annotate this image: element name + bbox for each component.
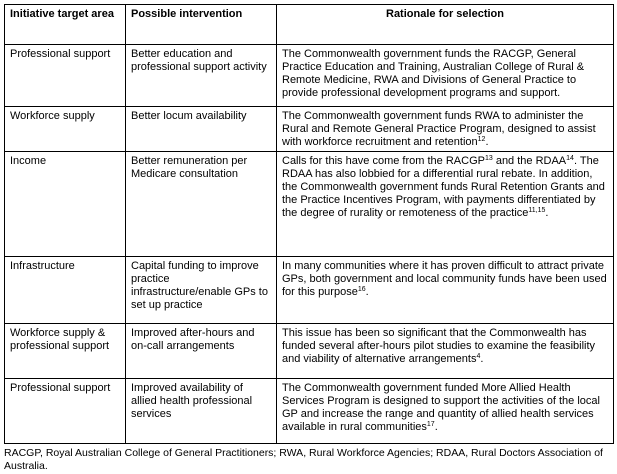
reference: 16	[357, 286, 366, 293]
intervention-cell: Better locum availability	[125, 106, 277, 152]
area-cell: Income	[4, 151, 126, 257]
rationale-text: . The RDAA has also lobbied for a differ…	[282, 155, 605, 219]
reference: 17	[426, 421, 435, 428]
intervention-cell: Better remuneration per Medicare consult…	[125, 151, 277, 257]
area-cell: Infrastructure	[4, 256, 126, 324]
reference: 4	[476, 353, 481, 360]
rationale-text: The Commonwealth government funds RWA to…	[282, 110, 596, 148]
table: Initiative target area Possible interven…	[4, 4, 614, 444]
rationale-cell: The Commonwealth government funds the RA…	[276, 44, 614, 107]
reference: 14	[566, 155, 574, 162]
rationale-text: In many communities where it has proven …	[282, 260, 607, 298]
intervention-cell: Better education and professional suppor…	[125, 44, 277, 107]
rationale-text: The Commonwealth government funds the RA…	[282, 48, 585, 99]
table-row: Workforce supply & professional support I…	[4, 323, 614, 379]
table-row: Professional support Better education and…	[4, 44, 614, 107]
area-cell: Professional support	[4, 44, 126, 107]
table-row: Professional support Improved availabilit…	[4, 378, 614, 444]
area-cell: Workforce supply	[4, 106, 126, 152]
reference: 13	[484, 155, 493, 162]
rationale-text: This issue has been so significant that …	[282, 327, 596, 365]
area-cell: Workforce supply & professional support	[4, 323, 126, 379]
rationale-text: Calls for this have come from the RACGP	[282, 155, 485, 167]
rationale-cell: The Commonwealth government funded More …	[276, 378, 614, 444]
reference: 12	[477, 136, 486, 143]
rationale-text: .	[480, 353, 484, 365]
rationale-cell: Calls for this have come from the RACGP1…	[276, 151, 614, 257]
header-cell: Initiative target area	[4, 4, 126, 45]
rationale-text: .	[365, 286, 369, 298]
rationale-text: .	[485, 136, 489, 148]
rationale-cell: This issue has been so significant that …	[276, 323, 614, 379]
rationale-text: .	[434, 421, 438, 433]
reference: 11,15	[528, 207, 546, 214]
table-row: Workforce supply Better locum availabilit…	[4, 106, 614, 152]
intervention-cell: Improved after-hours and on-call arrange…	[125, 323, 277, 379]
header-row: Initiative target area Possible interven…	[4, 4, 614, 45]
rationale-text: The Commonwealth government funded More …	[282, 382, 600, 433]
intervention-cell: Improved availability of allied health p…	[125, 378, 277, 444]
table-row: Income Better remuneration per Medicare c…	[4, 151, 614, 257]
footnote: RACGP, Royal Australian College of Gener…	[4, 447, 603, 472]
intervention-cell: Capital funding to improve practice infr…	[125, 256, 277, 324]
rationale-text: and the RDAA	[492, 155, 567, 167]
rationale-cell: The Commonwealth government funds RWA to…	[276, 106, 614, 152]
table-body: Professional support Better education and…	[4, 44, 614, 444]
rationale-cell: In many communities where it has proven …	[276, 256, 614, 324]
header-cell: Rationale for selection	[276, 4, 614, 45]
rationale-text: .	[545, 207, 549, 219]
header-cell: Possible intervention	[125, 4, 277, 45]
area-cell: Professional support	[4, 378, 126, 444]
table-row: Infrastructure Capital funding to improve…	[4, 256, 614, 324]
